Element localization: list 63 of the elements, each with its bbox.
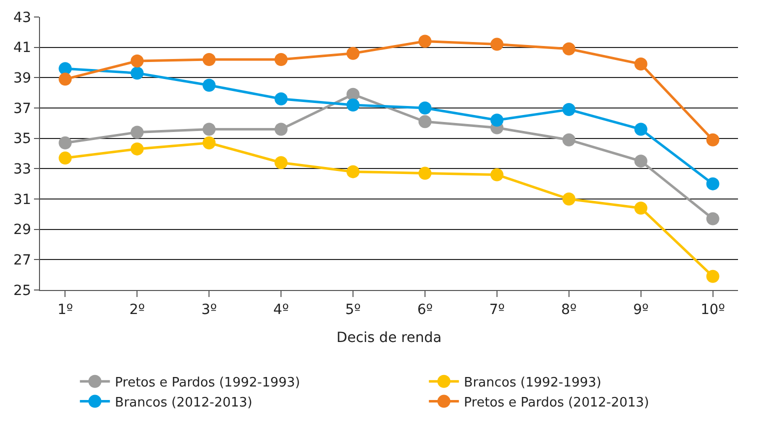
point (58, 62, 72, 76)
point (490, 114, 504, 127)
point (706, 212, 720, 226)
point (202, 78, 216, 92)
x-tick-label: 9º (633, 302, 649, 318)
legend-label: Brancos (2012-2013) (114, 395, 252, 410)
legend-label: Brancos (1992-1993) (464, 375, 602, 390)
point (58, 152, 72, 165)
y-tick-label: 31 (13, 192, 32, 208)
point (130, 142, 144, 156)
point (706, 177, 720, 190)
point (346, 46, 360, 60)
x-tick-label: 6º (417, 302, 433, 318)
point (418, 34, 432, 48)
point (634, 154, 648, 168)
point (706, 133, 720, 146)
point (58, 72, 72, 86)
x-tick-label: 7º (489, 302, 505, 318)
point (130, 54, 144, 68)
x-tick-label: 10º (700, 302, 726, 318)
point (562, 103, 576, 116)
x-tick-label: 1º (57, 302, 73, 318)
point (130, 66, 144, 80)
point (634, 202, 648, 215)
point (418, 166, 432, 180)
point (490, 38, 504, 51)
legend-label: Pretos e Pardos (2012-2013) (464, 395, 650, 410)
legend-label: Pretos e Pardos (1992-1993) (114, 375, 300, 390)
point (562, 133, 576, 146)
point (706, 270, 720, 283)
y-tick-label: 27 (13, 252, 32, 269)
y-tick-label: 25 (13, 282, 32, 299)
point (562, 192, 576, 206)
x-tick-label: 5º (345, 302, 361, 318)
y-tick-label: 41 (13, 40, 32, 56)
point (490, 168, 504, 182)
point (562, 42, 576, 56)
point (202, 122, 216, 136)
y-tick-label: 39 (13, 70, 32, 87)
y-tick-label: 43 (13, 10, 32, 26)
point (274, 52, 288, 66)
point (130, 126, 144, 139)
x-axis-title: Decis de renda (336, 330, 442, 346)
point (58, 136, 72, 150)
x-tick-label: 4º (273, 302, 289, 318)
point (634, 122, 648, 136)
point (274, 122, 288, 136)
x-tick-label: 3º (201, 302, 217, 318)
y-tick-label: 33 (13, 162, 32, 178)
point (346, 98, 360, 112)
y-tick-label: 29 (13, 222, 32, 238)
y-tick-label: 37 (13, 100, 32, 117)
point (634, 58, 648, 71)
y-tick-label: 35 (13, 131, 32, 148)
point (202, 52, 216, 66)
x-tick-label: 8º (561, 302, 577, 318)
point (202, 136, 216, 150)
point (274, 156, 288, 170)
point (418, 102, 432, 114)
point (274, 92, 288, 106)
point (418, 115, 432, 128)
point (346, 165, 360, 178)
x-tick-label: 2º (129, 302, 145, 318)
